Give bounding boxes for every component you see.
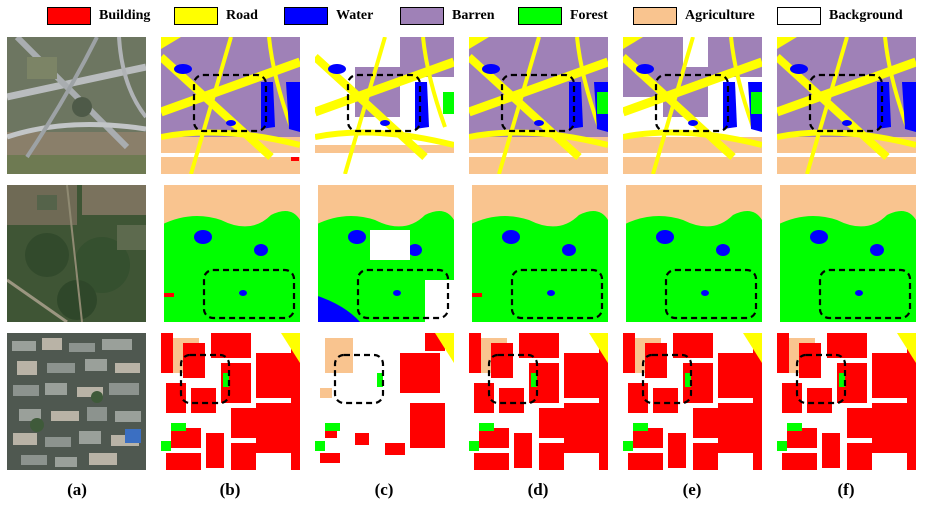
legend-label: Road (226, 8, 258, 23)
aerial-image (7, 333, 146, 470)
segmentation-map (469, 185, 608, 322)
segmentation-map (161, 37, 300, 174)
segmentation-map (315, 333, 454, 470)
segmentation-map (315, 37, 454, 174)
segmentation-map (623, 37, 762, 174)
legend-item-water: Water (284, 6, 373, 26)
legend-label: Agriculture (685, 8, 755, 23)
segmentation-map (161, 333, 300, 470)
legend-item-agriculture: Agriculture (633, 6, 755, 26)
column-label-d: (d) (527, 480, 549, 499)
legend-swatch-water (284, 7, 328, 25)
aerial-image (7, 37, 146, 174)
segmentation-map (777, 37, 916, 174)
column-label-f: (f) (837, 480, 855, 499)
legend-label: Forest (570, 8, 608, 23)
legend-label: Building (99, 8, 151, 23)
column-label-e: (e) (682, 480, 702, 499)
legend-swatch-background (777, 7, 821, 25)
legend-item-forest: Forest (518, 6, 608, 26)
legend-label: Background (829, 8, 903, 23)
column-label-b: (b) (219, 480, 241, 499)
legend-item-road: Road (174, 6, 258, 26)
legend-label: Water (336, 8, 374, 23)
segmentation-map (469, 37, 608, 174)
segmentation-map (623, 185, 762, 322)
aerial-image (7, 185, 146, 322)
legend-swatch-building (47, 7, 91, 25)
segmentation-map (623, 333, 762, 470)
legend: Building Road Water Barren Forest Agricu… (0, 0, 928, 34)
segmentation-map (315, 185, 454, 322)
legend-item-building: Building (47, 6, 150, 26)
column-label-a: (a) (67, 480, 87, 499)
legend-swatch-barren (400, 7, 444, 25)
legend-swatch-road (174, 7, 218, 25)
column-label-c: (c) (374, 480, 394, 499)
segmentation-map (161, 185, 300, 322)
segmentation-map (469, 333, 608, 470)
legend-label: Barren (452, 8, 495, 23)
segmentation-map (777, 185, 916, 322)
legend-swatch-forest (518, 7, 562, 25)
legend-item-barren: Barren (400, 6, 495, 26)
segmentation-map (777, 333, 916, 470)
legend-item-background: Background (777, 6, 903, 26)
legend-swatch-agriculture (633, 7, 677, 25)
